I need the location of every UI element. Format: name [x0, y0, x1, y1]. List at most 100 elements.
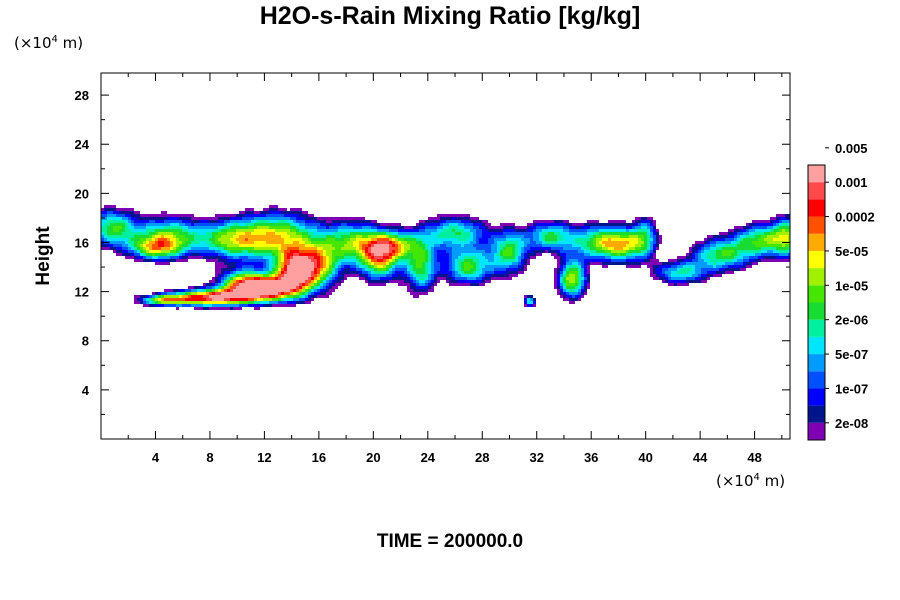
heatmap-cell: [728, 271, 731, 274]
heatmap-cell: [662, 280, 665, 283]
heatmap-cell: [500, 256, 503, 259]
heatmap-cell: [326, 223, 329, 226]
heatmap-cell: [578, 238, 581, 241]
heatmap-cell: [290, 301, 293, 304]
heatmap-cell: [482, 238, 485, 241]
heatmap-cell: [314, 292, 317, 295]
heatmap-cell: [179, 247, 182, 250]
heatmap-cell: [374, 247, 377, 250]
heatmap-cell: [572, 241, 575, 244]
heatmap-cell: [482, 274, 485, 277]
heatmap-cell: [530, 298, 533, 301]
heatmap-cell: [344, 277, 347, 280]
heatmap-cell: [269, 229, 272, 232]
heatmap-cell: [212, 244, 215, 247]
heatmap-cell: [356, 223, 359, 226]
heatmap-cell: [782, 235, 785, 238]
heatmap-cell: [467, 241, 470, 244]
heatmap-cell: [218, 250, 221, 253]
heatmap-cell: [782, 223, 785, 226]
heatmap-cell: [569, 283, 572, 286]
heatmap-cell: [272, 277, 275, 280]
heatmap-cell: [395, 250, 398, 253]
heatmap-cell: [626, 229, 629, 232]
heatmap-cell: [551, 241, 554, 244]
heatmap-cell: [353, 241, 356, 244]
heatmap-cell: [305, 292, 308, 295]
heatmap-cell: [293, 235, 296, 238]
heatmap-cell: [506, 244, 509, 247]
heatmap-cell: [407, 289, 410, 292]
heatmap-cell: [269, 295, 272, 298]
heatmap-cell: [146, 298, 149, 301]
heatmap-cell: [281, 280, 284, 283]
heatmap-cell: [677, 280, 680, 283]
heatmap-cell: [308, 244, 311, 247]
heatmap-cell: [719, 250, 722, 253]
heatmap-cell: [527, 241, 530, 244]
heatmap-cell: [344, 244, 347, 247]
heatmap-cell: [362, 259, 365, 262]
heatmap-cell: [164, 289, 167, 292]
heatmap-cell: [491, 247, 494, 250]
heatmap-cell: [329, 247, 332, 250]
heatmap-cell: [410, 289, 413, 292]
heatmap-cell: [467, 229, 470, 232]
heatmap-cell: [614, 247, 617, 250]
heatmap-cell: [713, 244, 716, 247]
heatmap-cell: [461, 268, 464, 271]
heatmap-cell: [326, 241, 329, 244]
heatmap-cell: [152, 220, 155, 223]
heatmap-cell: [785, 238, 788, 241]
heatmap-cell: [323, 244, 326, 247]
heatmap-cell: [716, 268, 719, 271]
heatmap-cell: [146, 304, 149, 307]
heatmap-cell: [146, 232, 149, 235]
heatmap-cell: [203, 235, 206, 238]
heatmap-cell: [395, 271, 398, 274]
heatmap-cell: [578, 232, 581, 235]
heatmap-cell: [338, 232, 341, 235]
heatmap-cell: [476, 244, 479, 247]
heatmap-cell: [239, 253, 242, 256]
heatmap-cell: [302, 229, 305, 232]
heatmap-cell: [584, 241, 587, 244]
heatmap-cell: [398, 280, 401, 283]
heatmap-cell: [401, 283, 404, 286]
heatmap-cell: [263, 271, 266, 274]
heatmap-cell: [266, 301, 269, 304]
heatmap-cell: [737, 247, 740, 250]
heatmap-cell: [653, 256, 656, 259]
heatmap-cell: [608, 244, 611, 247]
heatmap-cell: [743, 256, 746, 259]
heatmap-cell: [485, 259, 488, 262]
heatmap-cell: [317, 217, 320, 220]
heatmap-cell: [761, 229, 764, 232]
heatmap-cell: [260, 235, 263, 238]
heatmap-cell: [554, 226, 557, 229]
heatmap-cell: [200, 226, 203, 229]
heatmap-cell: [257, 235, 260, 238]
heatmap-cell: [179, 304, 182, 307]
heatmap-cell: [257, 295, 260, 298]
heatmap-cell: [206, 304, 209, 307]
heatmap-cell: [425, 289, 428, 292]
heatmap-cell: [752, 223, 755, 226]
heatmap-cell: [137, 256, 140, 259]
heatmap-cell: [314, 262, 317, 265]
heatmap-cell: [266, 292, 269, 295]
heatmap-cell: [377, 268, 380, 271]
heatmap-cell: [449, 217, 452, 220]
heatmap-cell: [599, 262, 602, 265]
heatmap-cell: [635, 232, 638, 235]
heatmap-cell: [269, 226, 272, 229]
heatmap-cell: [125, 226, 128, 229]
heatmap-cell: [227, 304, 230, 307]
heatmap-cell: [614, 238, 617, 241]
heatmap-cell: [170, 292, 173, 295]
heatmap-cell: [515, 226, 518, 229]
heatmap-cell: [158, 262, 161, 265]
heatmap-cell: [386, 268, 389, 271]
heatmap-cell: [458, 277, 461, 280]
heatmap-cell: [563, 286, 566, 289]
